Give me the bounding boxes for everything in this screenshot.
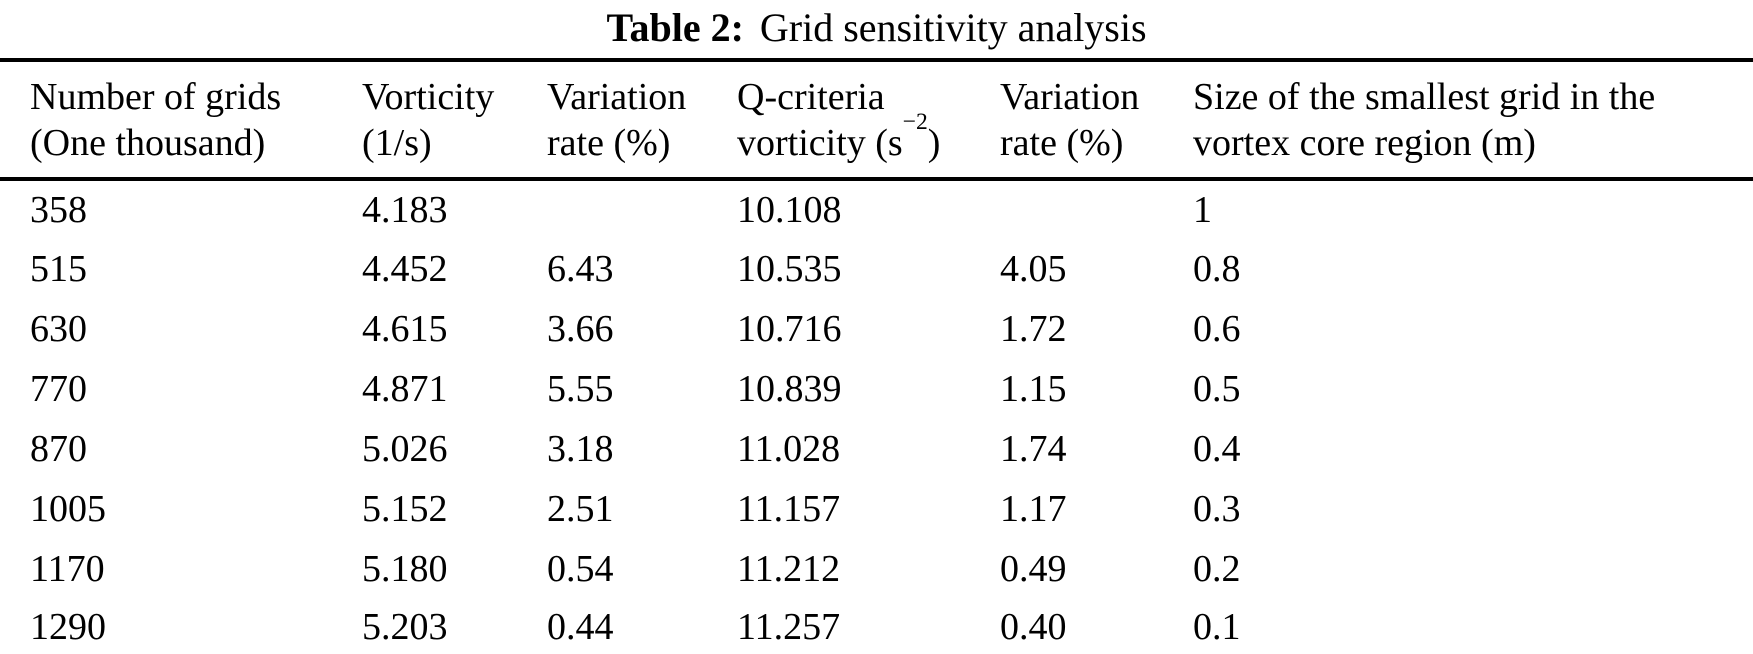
header-number-of-grids: Number of grids (One thousand)	[0, 60, 362, 181]
table-caption: Table 2: Grid sensitivity analysis	[0, 0, 1753, 58]
table-cell: 4.452	[362, 247, 448, 290]
table-row: 770 4.871 5.55 10.839 1.15 0.5	[0, 359, 1753, 419]
table-cell: 10.839	[737, 367, 842, 410]
table-cell: 0.49	[1000, 547, 1067, 590]
table-cell: 10.535	[737, 247, 842, 290]
table-cell: 0.1	[1193, 606, 1241, 649]
table-cell: 11.028	[737, 427, 841, 470]
table-row: 1170 5.180 0.54 11.212 0.49 0.2	[0, 539, 1753, 599]
table-caption-label: Table 2:	[606, 5, 744, 50]
table-cell: 358	[30, 188, 87, 231]
table-cell: 10.716	[737, 307, 842, 350]
table-cell: 5.203	[362, 606, 448, 649]
table-row: 1290 5.203 0.44 11.257 0.40 0.1	[0, 599, 1753, 654]
table-cell: 0.54	[547, 547, 614, 590]
table-caption-text: Grid sensitivity analysis	[759, 5, 1147, 50]
table-cell: 630	[30, 307, 87, 350]
table-cell: 2.51	[547, 487, 614, 530]
table-cell: 11.212	[737, 547, 841, 590]
table-cell: 5.152	[362, 487, 448, 530]
table-cell: 11.257	[737, 606, 841, 649]
table-cell: 770	[30, 367, 87, 410]
table-cell: 3.18	[547, 427, 614, 470]
table-cell: 1.72	[1000, 307, 1067, 350]
table-cell: 870	[30, 427, 87, 470]
table-cell: 4.183	[362, 188, 448, 231]
table-cell: 1005	[30, 487, 106, 530]
table-cell	[1000, 179, 1193, 239]
table-cell: 0.40	[1000, 606, 1067, 649]
table-cell	[547, 179, 737, 239]
table-cell: 4.615	[362, 307, 448, 350]
header-variation-rate-1: Variation rate (%)	[547, 60, 737, 181]
table-cell: 5.55	[547, 367, 614, 410]
table-row: 358 4.183 10.108 1	[0, 179, 1753, 239]
table-cell: 515	[30, 247, 87, 290]
table-cell: 6.43	[547, 247, 614, 290]
table-cell: 1.15	[1000, 367, 1067, 410]
table-cell: 11.157	[737, 487, 841, 530]
table-row: 515 4.452 6.43 10.535 4.05 0.8	[0, 239, 1753, 299]
table-cell: 1290	[30, 606, 106, 649]
table-cell: 5.180	[362, 547, 448, 590]
table-cell: 1.74	[1000, 427, 1067, 470]
table-row: 630 4.615 3.66 10.716 1.72 0.6	[0, 299, 1753, 359]
header-smallest-grid-size: Size of the smallest grid in the vortex …	[1193, 60, 1753, 181]
table-cell: 0.6	[1193, 307, 1241, 350]
table-cell: 4.05	[1000, 247, 1067, 290]
table-cell: 4.871	[362, 367, 448, 410]
table-cell: 0.2	[1193, 547, 1241, 590]
header-variation-rate-2: Variation rate (%)	[1000, 60, 1193, 181]
header-vorticity: Vorticity (1/s)	[362, 60, 547, 181]
table-header-row: Number of grids (One thousand) Vorticity…	[0, 60, 1753, 181]
table-cell: 5.026	[362, 427, 448, 470]
table-cell: 0.4	[1193, 427, 1241, 470]
table-cell: 0.8	[1193, 247, 1241, 290]
table-row: 870 5.026 3.18 11.028 1.74 0.4	[0, 419, 1753, 479]
table-cell: 10.108	[737, 188, 842, 231]
table-cell: 1.17	[1000, 487, 1067, 530]
superscript-exponent: −2	[902, 108, 928, 135]
header-q-criteria-vorticity: Q-criteria vorticity (s−2)	[737, 60, 1000, 181]
grid-sensitivity-table: Number of grids (One thousand) Vorticity…	[0, 58, 1753, 654]
table-cell: 1170	[30, 547, 105, 590]
table-cell: 1	[1193, 188, 1212, 231]
table-cell: 0.44	[547, 606, 614, 649]
table-row: 1005 5.152 2.51 11.157 1.17 0.3	[0, 479, 1753, 539]
table-cell: 0.3	[1193, 487, 1241, 530]
table-cell: 0.5	[1193, 367, 1241, 410]
table-cell: 3.66	[547, 307, 614, 350]
